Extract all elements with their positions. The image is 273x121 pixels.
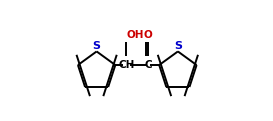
Text: OH: OH xyxy=(127,30,144,40)
Text: O: O xyxy=(143,30,152,40)
Text: S: S xyxy=(93,41,101,51)
Text: S: S xyxy=(174,41,182,51)
Text: CH: CH xyxy=(118,60,135,70)
Text: C: C xyxy=(144,60,152,70)
